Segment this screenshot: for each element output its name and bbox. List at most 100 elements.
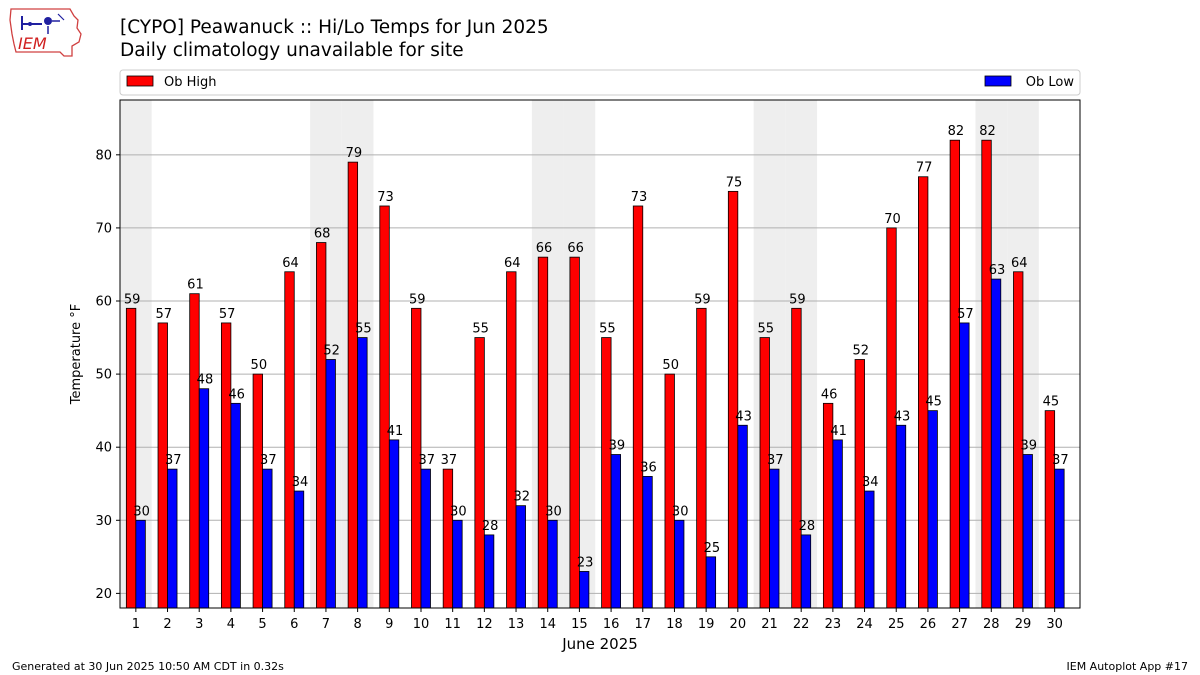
x-tick-label: 29: [1015, 617, 1032, 632]
high-bar: [696, 307, 707, 609]
high-value-label: 55: [599, 322, 616, 337]
low-value-label: 34: [862, 475, 879, 490]
high-value-label: 59: [789, 292, 806, 307]
high-bar: [759, 337, 770, 609]
high-bar: [918, 176, 929, 609]
low-value-label: 36: [640, 460, 657, 475]
low-bar: [642, 476, 653, 609]
x-tick-label: 21: [761, 617, 778, 632]
low-bar: [167, 468, 178, 609]
high-bar: [220, 322, 232, 609]
low-bar: [800, 534, 812, 609]
x-tick-label: 15: [571, 617, 588, 632]
generated-timestamp: Generated at 30 Jun 2025 10:50 AM CDT in…: [12, 660, 284, 673]
low-bar: [579, 571, 590, 609]
low-value-label: 43: [894, 409, 911, 424]
low-bar: [420, 468, 431, 609]
legend-high-swatch: [126, 75, 154, 87]
chart-title: [CYPO] Peawanuck :: Hi/Lo Temps for Jun …: [120, 17, 549, 38]
x-tick-label: 30: [1046, 617, 1063, 632]
high-value-label: 59: [694, 292, 711, 307]
low-bar: [895, 424, 907, 609]
low-value-label: 39: [609, 439, 626, 454]
high-value-label: 52: [853, 343, 870, 358]
low-value-label: 37: [418, 453, 435, 468]
app-identifier: IEM Autoplot App #17: [1066, 660, 1189, 673]
high-bar: [189, 293, 200, 609]
low-value-label: 43: [735, 409, 752, 424]
bar-value-labels: 59 57 61 57 50 64 68 79 73 59 37 55 64 66 66 55 73 50 59 75…: [124, 124, 1069, 570]
y-tick-label: 50: [95, 368, 112, 383]
x-tick-label: 17: [634, 617, 651, 632]
high-value-label: 66: [536, 241, 553, 256]
low-value-label: 57: [957, 307, 974, 322]
low-bar: [990, 278, 1002, 609]
x-tick-label: 6: [290, 617, 298, 632]
y-tick-label: 20: [95, 587, 112, 602]
low-value-label: 28: [799, 519, 816, 534]
low-value-label: 30: [450, 504, 467, 519]
low-value-label: 39: [1020, 439, 1037, 454]
y-axis: 20 30 40 50 60 70 80: [95, 148, 120, 602]
high-bar: [125, 307, 137, 609]
high-bar: [949, 139, 961, 609]
x-tick-label: 12: [476, 617, 493, 632]
high-bar: [981, 139, 992, 609]
high-value-label: 79: [346, 146, 363, 161]
y-axis-label: Temperature °F: [69, 304, 84, 405]
x-tick-label: 11: [444, 617, 461, 632]
x-tick-label: 24: [856, 617, 873, 632]
high-value-label: 57: [155, 307, 172, 322]
x-tick-label: 19: [698, 617, 715, 632]
high-bar: [316, 242, 327, 609]
x-tick-label: 3: [195, 617, 203, 632]
high-bar: [601, 337, 612, 609]
high-bar: [537, 256, 549, 609]
low-bar: [357, 337, 368, 609]
low-bar: [262, 468, 273, 609]
low-bar: [515, 505, 526, 609]
high-value-label: 64: [1011, 256, 1028, 271]
high-value-label: 59: [409, 292, 426, 307]
low-bar: [547, 519, 558, 609]
low-value-label: 45: [925, 395, 942, 410]
x-tick-label: 27: [951, 617, 968, 632]
legend-box: [119, 69, 1081, 96]
y-tick-label: 30: [95, 514, 112, 529]
high-value-label: 66: [567, 241, 584, 256]
iem-logo: IEM: [8, 6, 84, 64]
x-tick-label: 10: [413, 617, 430, 632]
low-bar: [927, 410, 938, 609]
x-tick-label: 1: [132, 617, 140, 632]
low-bar: [864, 490, 875, 609]
x-tick-label: 13: [508, 617, 525, 632]
x-tick-label: 22: [793, 617, 810, 632]
high-value-label: 57: [219, 307, 236, 322]
low-bar: [198, 388, 210, 609]
low-bar: [135, 519, 146, 609]
low-value-label: 52: [323, 343, 340, 358]
high-value-label: 77: [916, 161, 933, 176]
low-value-label: 37: [165, 453, 182, 468]
low-value-label: 28: [482, 519, 499, 534]
high-value-label: 73: [377, 190, 394, 205]
low-value-label: 30: [672, 504, 689, 519]
low-bar: [674, 519, 685, 609]
high-bar: [506, 271, 517, 609]
high-bar: [664, 373, 675, 609]
x-tick-label: 26: [920, 617, 937, 632]
low-value-label: 30: [133, 504, 150, 519]
x-tick-label: 20: [730, 617, 747, 632]
low-value-label: 34: [292, 475, 309, 490]
high-value-label: 61: [187, 278, 204, 293]
low-bar: [325, 359, 336, 609]
legend-low-label: Ob Low: [1026, 75, 1075, 90]
high-bar: [347, 161, 359, 609]
y-tick-label: 60: [95, 295, 112, 310]
low-bar: [293, 490, 305, 609]
plot-frame: [119, 99, 1081, 609]
low-value-label: 55: [355, 322, 372, 337]
high-bar: [727, 190, 739, 609]
high-value-label: 70: [884, 212, 901, 227]
high-value-label: 64: [504, 256, 521, 271]
